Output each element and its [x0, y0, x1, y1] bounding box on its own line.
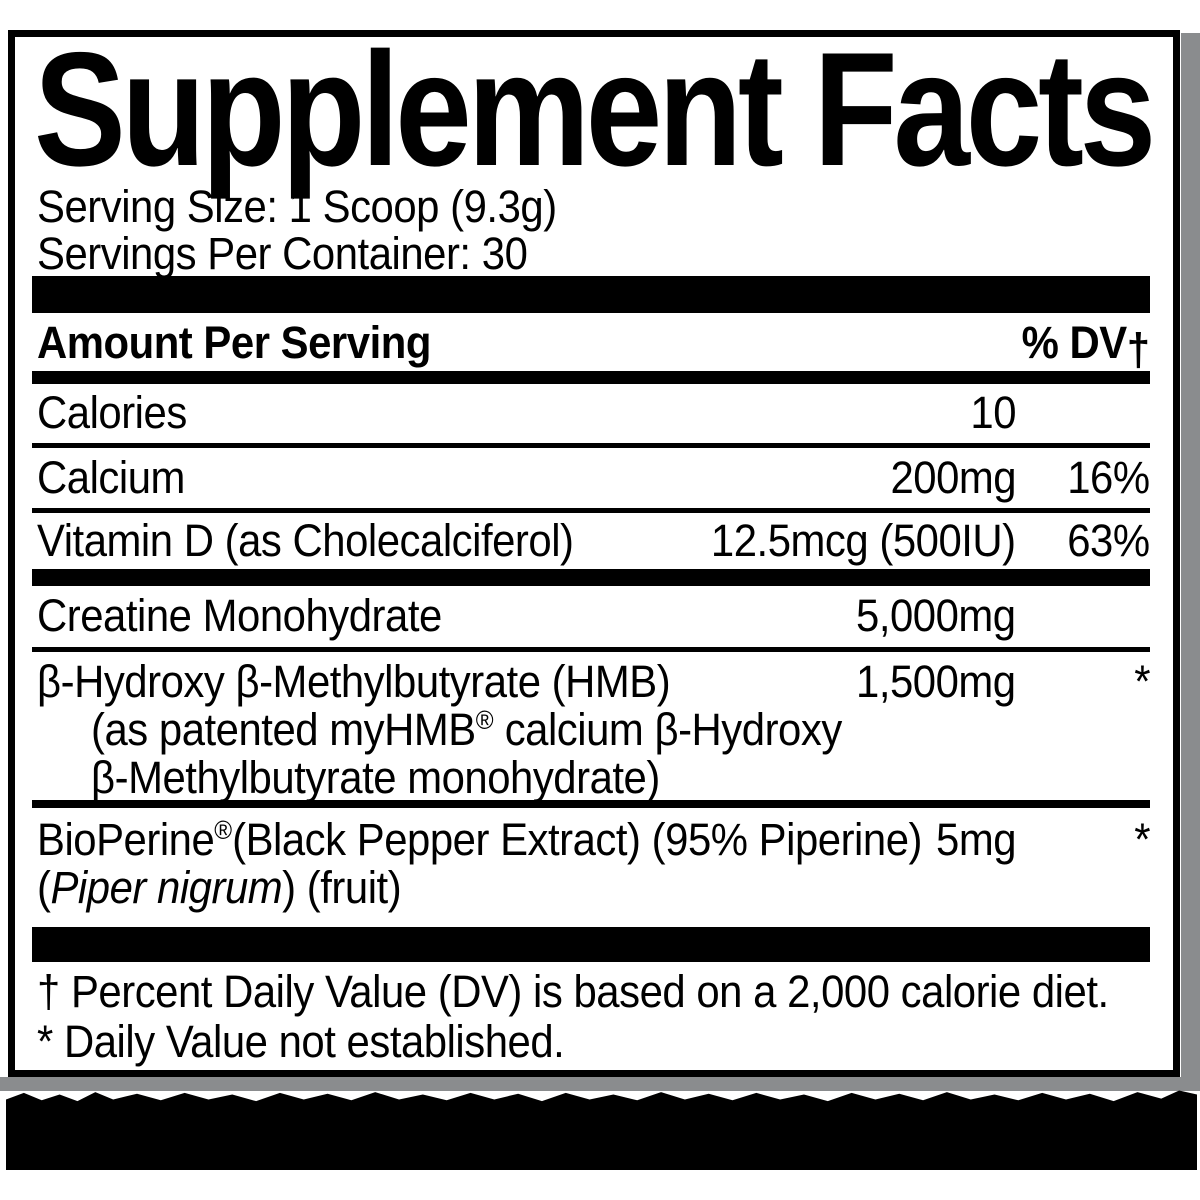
serving-size-line: Serving Size: 1 Scoop (9.3g) [37, 183, 596, 231]
ingredient-detail-line: β-Methylbutyrate monohydrate) [37, 754, 1166, 802]
ingredient-amount: 5mg [935, 814, 1016, 865]
ingredient-detail-line: (Piper nigrum) (fruit) [37, 864, 1166, 912]
latin-name-italic: Piper nigrum [50, 862, 283, 913]
nutrient-name: Calories [37, 387, 187, 438]
registered-trademark-sup: ® [475, 705, 494, 735]
percent-dv-header: % DV† [1022, 317, 1150, 374]
separator-bar-medium-2 [32, 800, 1150, 808]
ingredient-name-pre: BioPerine [37, 814, 215, 865]
detail-text-post: calcium β-Hydroxy [493, 704, 843, 755]
separator-bar-thick-bottom [32, 927, 1150, 962]
nutrient-dv: 16% [1067, 452, 1151, 503]
nutrient-amount: 10 [970, 387, 1016, 438]
nutrient-name: Calcium [37, 452, 185, 503]
supplement-facts-panel: Supplement Facts Serving Size: 1 Scoop (… [8, 29, 1180, 1077]
hairline-divider [32, 443, 1150, 448]
redacted-text-block [6, 1090, 1197, 1170]
detail-text-post: ) (fruit) [282, 862, 402, 913]
ingredient-detail-line: (as patented myHMB® calcium β-Hydroxy [37, 705, 1166, 754]
amount-per-serving-header: Amount Per Serving [37, 317, 431, 368]
separator-bar-medium [32, 569, 1150, 586]
nutrient-row-calories: Calories 10 [37, 389, 1166, 437]
panel-right-shadow [1181, 33, 1200, 1090]
ingredient-name: Creatine Monohydrate [37, 590, 442, 641]
detail-text-pre: ( [37, 862, 51, 913]
ingredient-name-post: (Black Pepper Extract) (95% Piperine) [232, 814, 922, 865]
dagger-symbol: † [1127, 324, 1150, 375]
ingredient-amount: 1,500mg [856, 656, 1016, 707]
ingredient-row-bioperine: BioPerine®(Black Pepper Extract) (95% Pi… [37, 814, 1166, 865]
percent-dv-label: % DV [1022, 317, 1128, 368]
ingredient-row-hmb: β-Hydroxy β-Methylbutyrate (HMB) 1,500mg… [37, 658, 1166, 706]
separator-bar-thin-header [32, 371, 1150, 384]
nutrient-amount: 12.5mcg (500IU) [711, 515, 1016, 566]
ingredient-row-creatine: Creatine Monohydrate 5,000mg [37, 592, 1166, 640]
footnote-asterisk-text: * Daily Value not established. [37, 1016, 565, 1067]
nutrient-dv: 63% [1067, 515, 1151, 566]
ingredient-name: β-Hydroxy β-Methylbutyrate (HMB) [37, 656, 671, 707]
footnote-dagger: † Percent Daily Value (DV) is based on a… [37, 968, 1189, 1016]
detail-text-pre: (as patented myHMB [91, 704, 476, 755]
ingredient-detail-text: β-Methylbutyrate monohydrate) [91, 752, 660, 803]
ingredient-dv: * [1134, 814, 1150, 865]
ingredient-dv: * [1134, 656, 1150, 707]
ingredient-amount: 5,000mg [856, 590, 1016, 641]
nutrient-row-calcium: Calcium 200mg 16% [37, 454, 1166, 502]
serving-size-text: Serving Size: 1 Scoop (9.3g) [37, 181, 557, 232]
panel-content: Supplement Facts Serving Size: 1 Scoop (… [22, 29, 1166, 1070]
ingredient-detail-text: (as patented myHMB® calcium β-Hydroxy [91, 704, 843, 760]
hairline-divider [32, 647, 1150, 652]
column-header-row: Amount Per Serving % DV† [37, 317, 1166, 374]
registered-trademark-sup: ® [214, 815, 233, 845]
footnote-asterisk: * Daily Value not established. [37, 1018, 604, 1066]
servings-per-container-line: Servings Per Container: 30 [37, 230, 564, 278]
supplement-facts-title: Supplement Facts [34, 19, 1156, 200]
ingredient-detail-text: (Piper nigrum) (fruit) [37, 862, 402, 913]
ingredient-name: BioPerine®(Black Pepper Extract) (95% Pi… [37, 814, 922, 870]
nutrient-row-vitamin-d: Vitamin D (as Cholecalciferol) 12.5mcg (… [37, 517, 1166, 565]
hairline-divider [32, 508, 1150, 513]
panel-bottom-shadow [0, 1077, 1200, 1091]
separator-bar-thick-top [32, 276, 1150, 313]
footnote-dagger-text: † Percent Daily Value (DV) is based on a… [37, 966, 1109, 1017]
nutrient-amount: 200mg [890, 452, 1016, 503]
nutrient-name: Vitamin D (as Cholecalciferol) [37, 515, 574, 566]
servings-per-container-text: Servings Per Container: 30 [37, 228, 528, 279]
